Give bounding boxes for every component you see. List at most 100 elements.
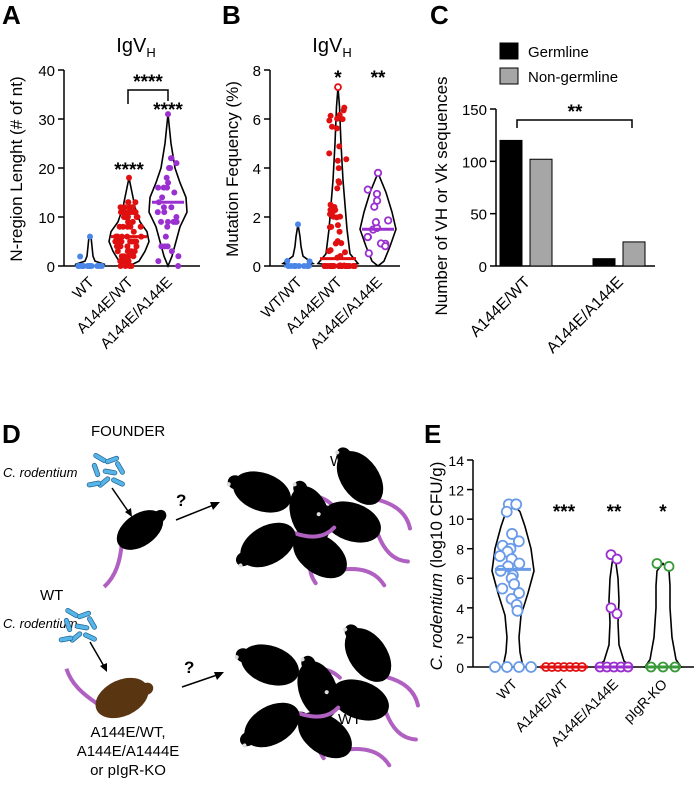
- panel-c-bars: [499, 139, 646, 267]
- data-point: [161, 209, 168, 216]
- data-point: [513, 557, 526, 570]
- bar-non-germline-a144e-wt: [529, 158, 553, 267]
- panel-b-ticks: 0 2 4 6 8: [253, 63, 270, 276]
- panel-c-ticks: 0 50 100 150: [462, 102, 496, 276]
- data-point: [118, 253, 125, 260]
- panel-c-x-labels: A144E/WT A144E/A144E: [467, 274, 627, 357]
- y-tick-label: 150: [462, 102, 487, 119]
- y-tick-label: 0: [479, 259, 487, 276]
- data-point: [137, 223, 144, 230]
- data-point: [129, 218, 136, 225]
- data-point: [306, 258, 313, 265]
- mouse: [335, 447, 412, 531]
- data-point: [124, 243, 131, 250]
- violin-a144e-a144e: [359, 168, 397, 268]
- panel-b-title: IgVH: [312, 35, 351, 60]
- data-point: [168, 248, 175, 255]
- data-point: [164, 184, 171, 191]
- data-point: [115, 238, 122, 245]
- data-point: [124, 223, 131, 230]
- data-point: [493, 550, 506, 563]
- data-point: [163, 174, 170, 181]
- data-point: [651, 558, 663, 569]
- data-point: [125, 218, 132, 225]
- data-point: [384, 216, 393, 225]
- data-point: [113, 243, 120, 250]
- panel-e-sig-a144e-wt: ***: [553, 502, 576, 523]
- data-point: [513, 587, 525, 599]
- panel-e-violins: [489, 498, 683, 673]
- data-point: [117, 204, 124, 211]
- data-point: [133, 243, 140, 250]
- y-tick-label: 4: [456, 601, 464, 617]
- legend-label-non-germline: Non-germline: [528, 69, 618, 86]
- arrow-infect-bottom: [89, 641, 106, 669]
- question-top: ?: [176, 491, 186, 510]
- data-point: [335, 165, 342, 172]
- panel-c-ylabel: Number of VH or Vk sequences: [432, 76, 451, 315]
- y-tick-label: 0: [456, 660, 464, 676]
- data-point: [125, 253, 132, 260]
- arrow-breed-bottom: [181, 673, 221, 688]
- data-point: [341, 249, 348, 256]
- data-point: [335, 178, 342, 185]
- panel-b: B IgVH Mutation Fequency (%) 0 2 4 6 8 WT/WT…: [222, 0, 400, 352]
- founder-label: FOUNDER: [91, 423, 165, 440]
- panel-a-violins: [74, 111, 188, 269]
- data-point: [167, 165, 174, 171]
- data-point: [663, 561, 675, 572]
- data-point: [329, 123, 336, 130]
- data-point: [327, 247, 334, 254]
- violin-outline-wt: [74, 235, 106, 267]
- y-tick-label: 10: [38, 210, 55, 227]
- data-point: [128, 263, 135, 269]
- data-point: [500, 505, 513, 518]
- data-point: [168, 204, 175, 211]
- data-point: [77, 253, 84, 260]
- y-tick-label: 2: [456, 630, 464, 646]
- data-point: [134, 214, 141, 220]
- data-point: [506, 528, 518, 540]
- litter-bottom: [234, 624, 420, 768]
- data-point: [175, 263, 182, 269]
- x-tick-label-a144e-a144e: A144E/A144E: [307, 274, 386, 353]
- panel-d-letter: D: [2, 419, 21, 449]
- panel-e-sig-a144e-a144e: **: [607, 502, 622, 523]
- violin-a144e-wt: [108, 174, 150, 269]
- panel-a: A IgVH N-region Lenght (# of nt) 0 10 20 30…: [2, 0, 200, 352]
- data-point: [132, 209, 139, 216]
- question-bottom: ?: [184, 658, 194, 677]
- data-point: [130, 253, 137, 260]
- data-point: [132, 199, 139, 206]
- data-point: [164, 223, 171, 230]
- pathogen-label-top: C. rodentium: [3, 465, 78, 480]
- violin-outline-pigr-ko: [643, 562, 683, 668]
- violin-a144e-wt: [316, 83, 360, 269]
- x-tick-label-a144e-a144e: A144E/A144E: [544, 274, 627, 357]
- data-point: [372, 196, 382, 205]
- violin-a144e-a144e: [148, 111, 188, 269]
- data-point: [328, 223, 335, 230]
- data-point: [128, 204, 135, 211]
- legend-label-germline: Germline: [528, 44, 589, 61]
- mutant-mouse: [64, 668, 154, 719]
- data-point: [114, 248, 121, 255]
- litter-top: [226, 447, 412, 588]
- data-point: [334, 222, 341, 229]
- data-point: [496, 582, 509, 595]
- data-point: [525, 661, 537, 673]
- data-point: [512, 535, 525, 548]
- bacteria-cluster-top: [86, 452, 126, 489]
- panel-c: C Germline Non-germline Number of VH or …: [430, 0, 655, 357]
- panel-b-sig-a144e-a144e: **: [371, 68, 386, 89]
- data-point: [87, 233, 93, 240]
- panel-b-sig-a144e-wt: *: [334, 68, 342, 89]
- data-point: [371, 218, 381, 227]
- panel-d: D FOUNDER C. rodentium ? WT WT C. rodent…: [2, 419, 420, 779]
- panel-a-bracket: [127, 89, 169, 104]
- legend-swatch-non-germline: [499, 67, 519, 85]
- data-point: [334, 185, 341, 192]
